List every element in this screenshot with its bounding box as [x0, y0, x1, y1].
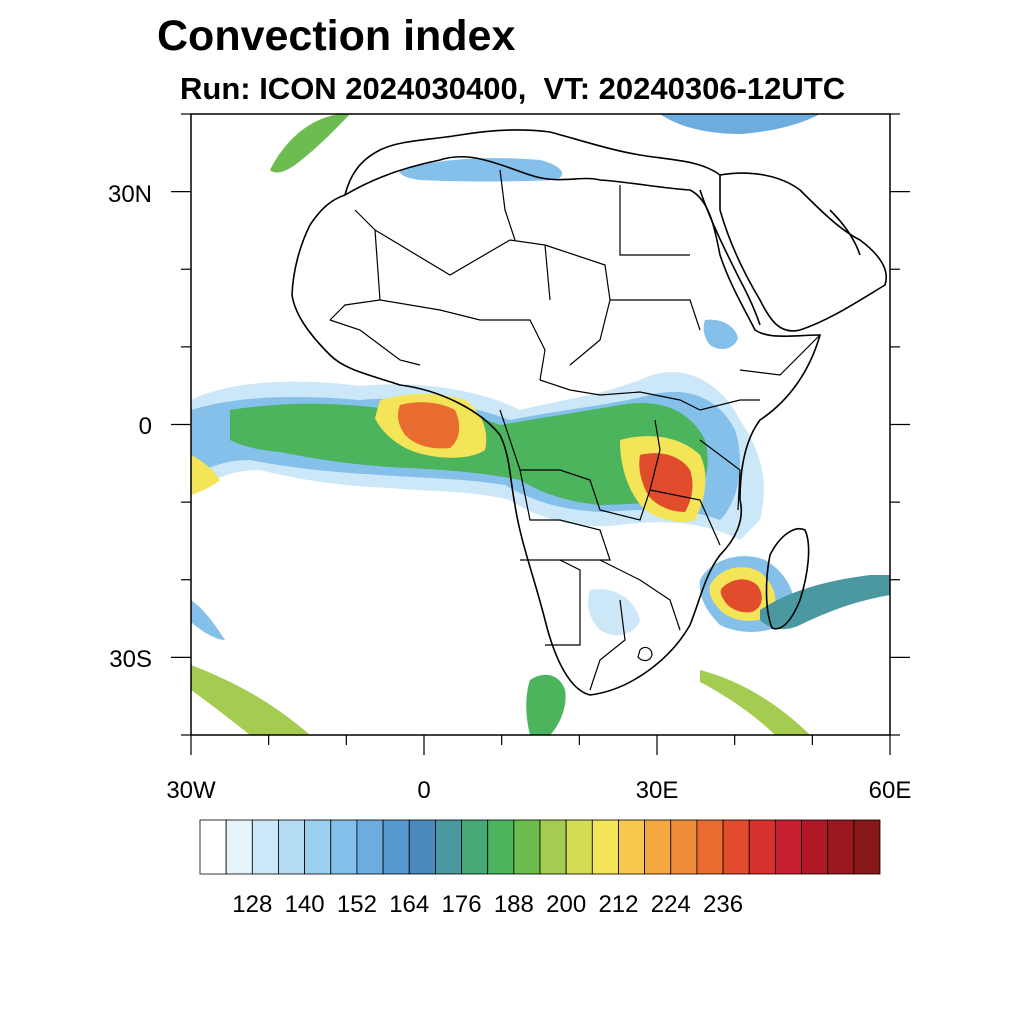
border-southern3: [589, 599, 626, 691]
lon-label-0: 0: [417, 777, 430, 804]
colorbar-swatch: [696, 819, 724, 875]
colorbar: [199, 819, 881, 875]
colorbar-swatch: [670, 819, 698, 875]
cloud-band-southwest: [191, 665, 310, 735]
colorbar-swatch: [565, 819, 593, 875]
persian-gulf: [829, 209, 861, 256]
chart-subtitle: Run: ICON 2024030400, VT: 20240306-12UTC: [180, 71, 846, 106]
red-sea: [699, 189, 761, 326]
cyclone-core: [720, 579, 762, 613]
lat-label-30s: 30S: [109, 646, 152, 673]
colorbar-label: 164: [389, 891, 429, 918]
colorbar-swatch: [304, 819, 332, 875]
lon-label-30w: 30W: [166, 777, 216, 804]
lon-label-60e: 60E: [869, 777, 912, 804]
madagascar: [765, 528, 810, 630]
border-central: [539, 379, 701, 411]
cloud-band-atlantic-south: [191, 600, 225, 640]
colorbar-swatch: [591, 819, 619, 875]
colorbar-swatch: [382, 819, 410, 875]
axis-ticks: [171, 113, 910, 755]
colorbar-swatch: [251, 819, 279, 875]
colorbar-label: 236: [703, 891, 743, 918]
colorbar-label: 140: [285, 891, 325, 918]
cloud-band-south-2: [700, 670, 810, 735]
colorbar-swatch: [330, 819, 358, 875]
border-west: [329, 319, 421, 366]
cloud-band-south-1: [526, 674, 566, 735]
lon-labels: 30W 0 30E 60E: [166, 777, 911, 804]
mediterranean-coast: [344, 129, 721, 196]
colorbar-swatch: [748, 819, 776, 875]
lat-label-0: 0: [139, 413, 152, 440]
colorbar-label: 128: [232, 891, 272, 918]
africa-coastline: [291, 155, 822, 696]
cloud-band-north-2: [399, 158, 563, 182]
colorbar-swatch: [827, 819, 855, 875]
border-sahel: [379, 299, 546, 381]
cloud-band-southafrica: [588, 589, 640, 636]
cloud-band-west-coast: [191, 455, 220, 495]
arabian-peninsula: [719, 172, 887, 332]
border-lesotho: [637, 646, 653, 662]
cloud-band-north-1: [270, 114, 350, 173]
colorbar-swatch: [434, 819, 462, 875]
colorbar-swatch: [644, 819, 672, 875]
convection-field: [191, 114, 890, 735]
colorbar-label: 188: [494, 891, 534, 918]
border-east3: [649, 489, 721, 546]
colorbar-label: 212: [598, 891, 638, 918]
coastlines: [291, 129, 887, 696]
border-n6: [610, 299, 701, 331]
country-borders: [329, 169, 821, 691]
colorbar-swatch: [278, 819, 306, 875]
border-n3: [499, 169, 516, 241]
colorbar-swatch: [801, 819, 829, 875]
border-n1: [329, 209, 381, 321]
colorbar-labels: 128 140 152 164 176 188 200 212 224 236: [232, 891, 743, 918]
border-n2: [374, 229, 551, 301]
lon-label-30e: 30E: [636, 777, 679, 804]
colorbar-label: 224: [651, 891, 691, 918]
cloud-band-hot-west-core: [397, 402, 460, 449]
border-east4: [739, 334, 821, 376]
colorbar-swatch: [408, 819, 436, 875]
cloud-band-hot-east-core: [639, 453, 693, 512]
lat-label-30n: 30N: [108, 181, 152, 208]
border-southern1: [545, 559, 581, 646]
colorbar-swatch: [199, 819, 227, 875]
border-east2: [699, 439, 741, 511]
cloud-band-north-3: [660, 114, 820, 134]
colorbar-label: 176: [442, 891, 482, 918]
colorbar-swatch: [487, 819, 515, 875]
lat-labels: 30N 0 30S: [108, 181, 152, 673]
colorbar-swatch: [722, 819, 750, 875]
border-n5: [544, 244, 611, 366]
colorbar-swatch: [853, 819, 881, 875]
chart-title: Convection index: [157, 12, 516, 60]
border-drc: [499, 409, 661, 521]
colorbar-label: 152: [337, 891, 377, 918]
colorbar-swatch: [356, 819, 384, 875]
colorbar-swatch: [461, 819, 489, 875]
cloud-band-ethiopia: [703, 319, 738, 350]
colorbar-swatch: [774, 819, 802, 875]
colorbar-label: 200: [546, 891, 586, 918]
colorbar-swatch: [513, 819, 541, 875]
border-n4: [619, 185, 690, 256]
border-southern2: [599, 559, 681, 631]
colorbar-swatch: [618, 819, 646, 875]
border-east1: [699, 399, 760, 411]
colorbar-swatch: [539, 819, 567, 875]
colorbar-swatch: [225, 819, 253, 875]
